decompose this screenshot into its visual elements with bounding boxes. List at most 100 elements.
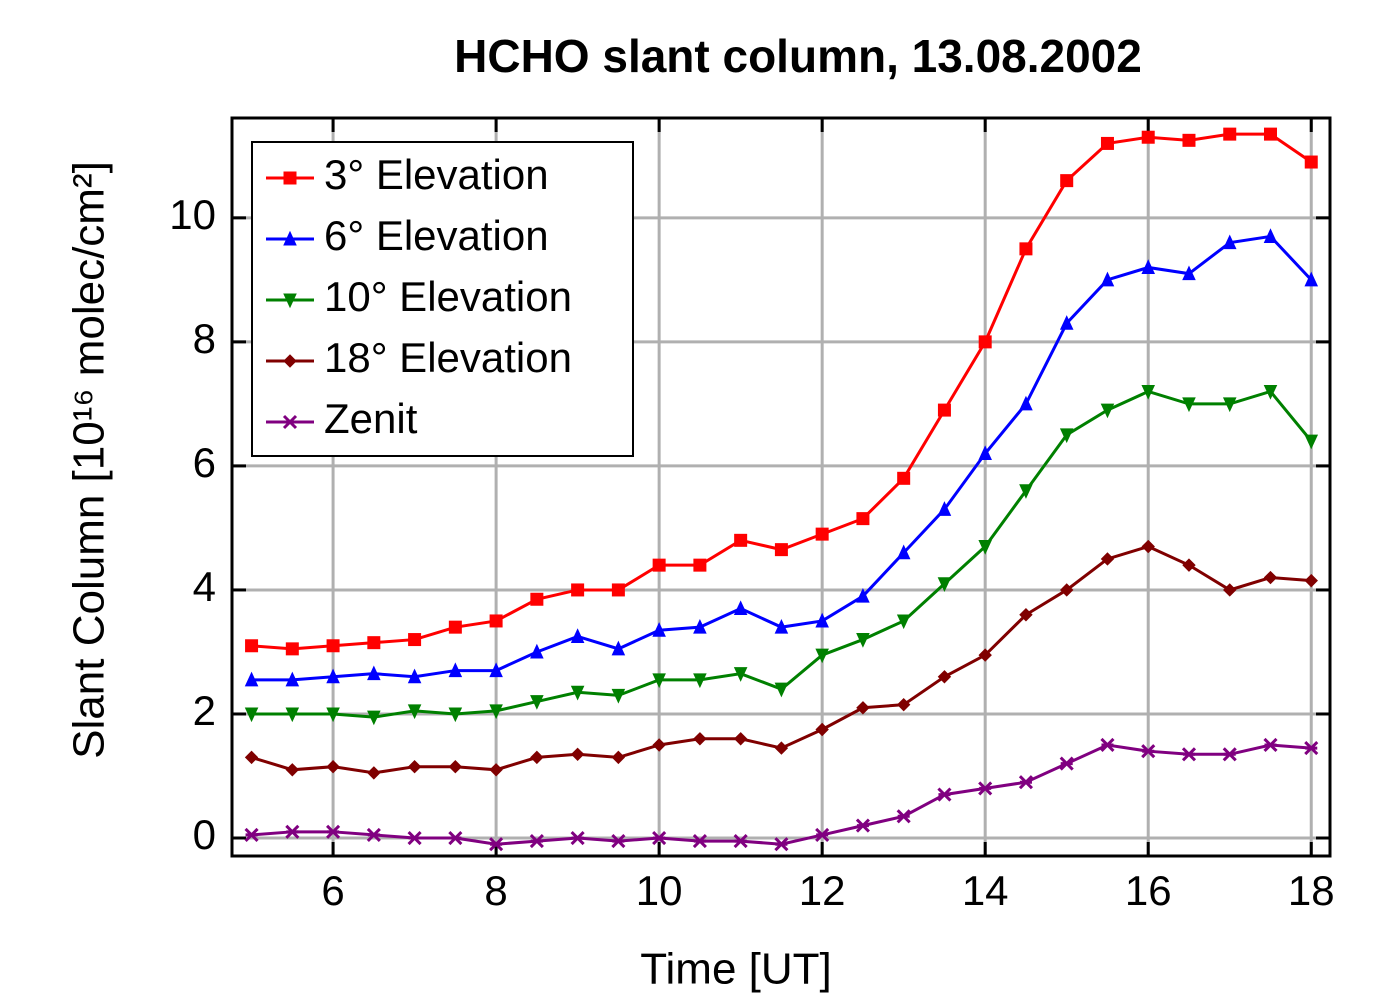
marker [570, 685, 585, 701]
marker [283, 171, 297, 185]
marker [326, 824, 341, 839]
y-tick-label: 10 [169, 191, 216, 238]
marker [937, 577, 952, 592]
marker [570, 830, 585, 846]
marker [283, 230, 297, 246]
marker [856, 512, 870, 526]
marker [366, 827, 381, 842]
y-tick-label: 0 [193, 811, 216, 858]
marker [1182, 558, 1196, 572]
marker [1263, 384, 1278, 400]
marker [896, 544, 911, 560]
marker [285, 671, 300, 687]
series-line [251, 743, 1312, 846]
legend-label: Zenit [324, 395, 418, 442]
marker [1141, 744, 1156, 759]
marker [652, 738, 666, 752]
marker [1100, 403, 1115, 419]
marker [815, 527, 829, 541]
marker [1304, 271, 1319, 287]
marker [407, 759, 422, 774]
marker [815, 648, 829, 664]
marker [367, 766, 381, 780]
marker [1141, 130, 1155, 144]
marker [733, 600, 748, 616]
marker [978, 781, 993, 796]
marker [448, 620, 462, 634]
marker [978, 540, 992, 555]
marker [652, 673, 666, 689]
marker [489, 763, 503, 777]
marker [571, 583, 585, 597]
marker [530, 592, 544, 606]
marker [611, 750, 626, 765]
marker [693, 618, 707, 634]
legend-label: 6° Elevation [324, 212, 549, 259]
marker [285, 824, 300, 839]
marker [693, 673, 707, 689]
marker [448, 707, 463, 723]
x-tick-label: 6 [321, 867, 344, 914]
marker [367, 665, 381, 681]
x-tick-label: 18 [1288, 867, 1335, 914]
marker [326, 759, 340, 774]
x-tick-label: 8 [484, 867, 507, 914]
marker [774, 682, 789, 698]
marker [489, 614, 503, 628]
marker [244, 827, 259, 842]
marker [733, 834, 748, 849]
marker [1263, 737, 1278, 753]
marker [1222, 397, 1237, 413]
marker [856, 633, 870, 648]
marker [1304, 741, 1319, 756]
marker [978, 335, 992, 349]
marker [529, 834, 544, 849]
marker [1141, 259, 1156, 274]
marker [1222, 234, 1237, 250]
marker [693, 732, 707, 746]
marker [489, 704, 503, 720]
marker [693, 558, 707, 572]
marker [978, 648, 992, 662]
marker [652, 830, 667, 846]
chart-title: HCHO slant column, 13.08.2002 [454, 30, 1142, 82]
marker [1060, 174, 1074, 188]
marker [897, 471, 911, 485]
x-tick-label: 10 [636, 867, 683, 914]
marker [407, 668, 422, 684]
marker [733, 732, 748, 746]
legend-label: 10° Elevation [324, 273, 572, 320]
legend-label: 3° Elevation [324, 151, 549, 198]
marker [733, 667, 748, 682]
marker [1019, 608, 1033, 622]
legend-label: 18° Elevation [324, 334, 572, 381]
legend-box [251, 141, 634, 457]
marker [937, 403, 951, 417]
marker [815, 722, 829, 737]
marker [367, 636, 381, 650]
marker [1182, 133, 1196, 147]
marker [283, 354, 297, 368]
marker [652, 622, 666, 637]
y-tick-label: 8 [193, 315, 216, 362]
marker [1060, 583, 1074, 597]
series-line [251, 544, 1312, 775]
marker [448, 662, 463, 678]
marker [611, 834, 626, 849]
x-tick-label: 12 [799, 867, 846, 914]
marker [282, 414, 298, 430]
marker [1181, 747, 1197, 762]
y-tick-label: 4 [193, 563, 216, 610]
marker [1263, 570, 1278, 585]
marker [1182, 397, 1196, 413]
marker [855, 818, 870, 833]
marker [326, 639, 340, 653]
marker [1059, 756, 1074, 771]
marker [611, 688, 626, 704]
marker [245, 639, 259, 653]
marker [326, 707, 340, 723]
marker [489, 837, 504, 852]
marker [530, 750, 544, 765]
marker [774, 741, 789, 755]
